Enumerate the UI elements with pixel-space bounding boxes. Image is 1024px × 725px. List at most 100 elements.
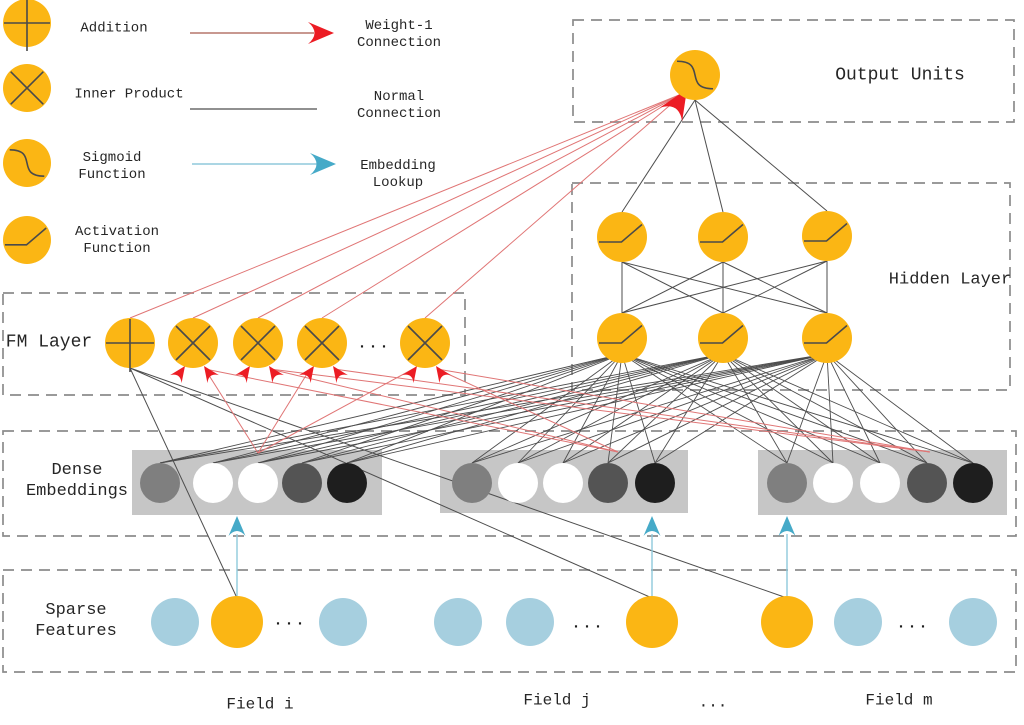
embedding-cell-black [327,463,367,503]
normal-connection-line [621,353,881,464]
normal-connection-line [129,367,653,599]
weight1-connection-line [436,368,619,453]
embedding-cell-white [813,463,853,503]
embedding-cell-darkgray [588,463,628,503]
hidden-node-bottom-0 [597,313,647,363]
sparse-feature-node [319,598,367,646]
sparse-ellipsis-field-i: ... [273,612,307,630]
fm-layer-box [2,292,466,396]
embedding-lookup-arrowhead [778,516,796,536]
fields-ellipsis: ... [698,693,728,712]
legend-sigmoid-line2: Function [78,167,146,183]
normal-connection-line [471,353,724,464]
weight1-arrowhead-right [269,366,284,384]
weight1-connection-line [257,368,414,454]
weight1-arrowhead-left [299,366,314,384]
normal-connection-line [517,353,623,464]
normal-connection-line [722,353,928,464]
sigmoid-glyph [676,60,714,90]
weight1-arrowhead-left [170,366,185,384]
output-units-label: Output Units [835,65,965,86]
embedding-cell-white [193,463,233,503]
weight1-arrowhead-output [660,89,687,122]
weight1-connection-line [436,368,931,453]
activation-glyph [700,223,744,243]
sparse-features-line1: Sparse [45,601,107,620]
sparse-feature-node [834,598,882,646]
normal-connection-line [607,353,724,464]
normal-connection-line [159,353,623,464]
sparse-feature-node [506,598,554,646]
normal-connection-line [159,353,724,464]
normal-connection-line [212,353,623,464]
normal-connection-line [301,353,623,464]
inner-product-glyph [407,325,443,361]
sigmoid-glyph [9,149,45,177]
legend-activation-line1: Activation [74,224,160,240]
weight1-arrowhead-left [235,366,250,384]
normal-connection-line [826,353,881,464]
legend-weight1-line2: Connection [356,35,442,51]
weight1-connection-line [257,92,685,319]
field-i-label: Field i [226,695,294,714]
dense-embeddings-label: Dense Embeddings [26,460,128,502]
sparse-feature-node-active [761,596,813,648]
weight1-arrowhead-right [436,366,451,384]
normal-connection-line [257,353,828,464]
normal-connection-line [621,353,974,464]
fm-layer-ellipsis: ... [357,335,391,353]
inner-product-glyph [240,325,276,361]
normal-connection-line [621,261,724,314]
embedding-cell-darkgray [907,463,947,503]
sparse-feature-node [949,598,997,646]
normal-connection-line [562,353,623,464]
sparse-features-line2: Features [35,622,117,641]
sparse-ellipsis-field-j: ... [571,615,605,633]
normal-connection-line [621,260,828,314]
normal-connection-line [129,367,238,599]
sparse-features-box [2,569,1017,673]
normal-connection-line [826,353,928,464]
normal-connection-line [607,353,828,464]
legend-sigmoid-label: Sigmoid Function [78,150,145,184]
normal-connection-line [159,353,828,464]
sparse-ellipsis-field-m: ... [896,615,930,633]
legend-sigmoid-line1: Sigmoid [82,150,142,166]
embedding-cell-darkgray [282,463,322,503]
weight1-arrowhead-left [402,366,417,384]
weight1-connection-line [204,368,619,453]
normal-connection-line [212,353,828,464]
embedding-cell-white [543,463,583,503]
sparse-feature-node-active [211,596,263,648]
activation-glyph [4,227,47,246]
hidden-node-top-0 [597,212,647,262]
legend-weight1-label: Weight-1 Connection [357,18,441,52]
legend-normal-line2: Connection [356,106,442,122]
normal-connection-line [301,353,828,464]
weight1-connection-line [333,368,931,453]
weight1-connection-line [204,368,259,454]
legend-node-activation [3,216,51,264]
normal-connection-line [722,260,828,314]
embedding-cell-white [498,463,538,503]
normal-connection-line [694,99,724,213]
normal-connection-line [786,353,828,464]
embedding-cell-gray [452,463,492,503]
dense-embeddings-box [2,430,1017,537]
normal-connection-line [257,353,724,464]
normal-connection-line [722,353,881,464]
field-j-label: Field j [523,691,591,710]
normal-connection-line [346,353,724,464]
weight1-connection-line [269,368,931,453]
legend-inner-product-label: Inner Product [74,86,184,103]
legend-embedding-label: Embedding Lookup [360,158,436,192]
dense-embeddings-line1: Dense [51,461,103,480]
normal-connection-line [694,99,828,212]
normal-connection-line [621,353,788,464]
legend-embedding-arrowhead [310,153,336,175]
hidden-node-bottom-2 [802,313,852,363]
hidden-node-bottom-1 [698,313,748,363]
embedding-lookup-arrowhead [228,516,246,536]
weight1-arrowhead-right [204,366,219,384]
